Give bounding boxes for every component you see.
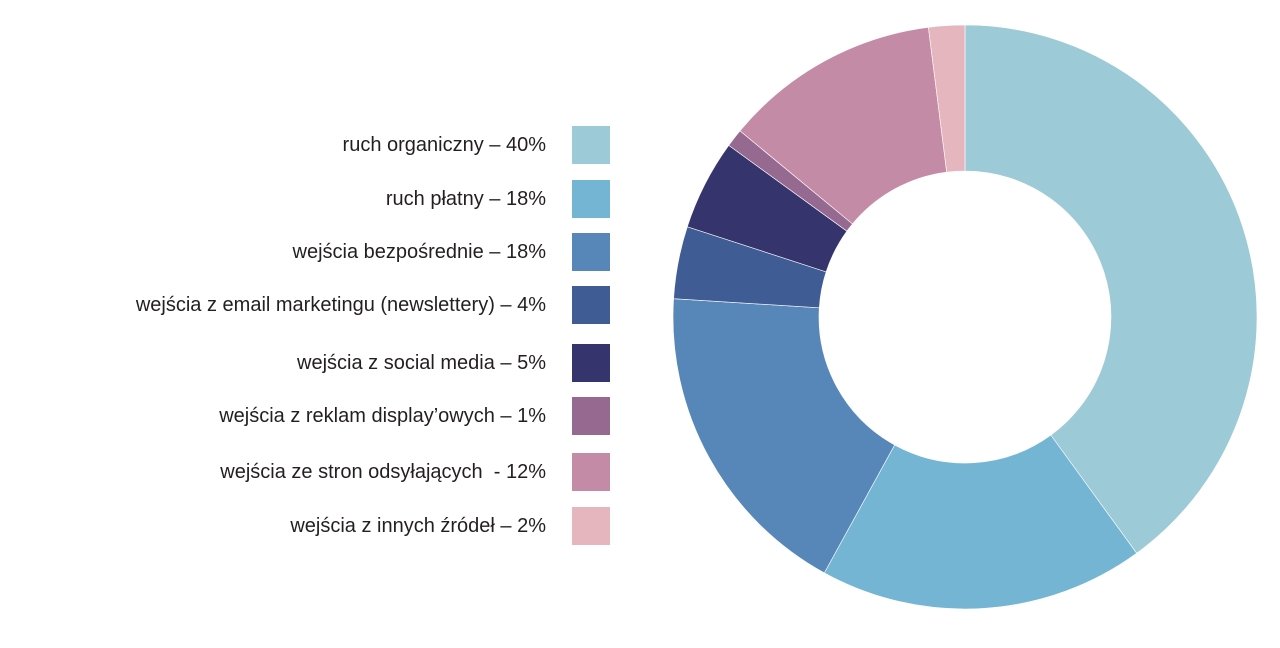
legend-swatch [572,507,610,545]
donut-slice-1 [964,24,1258,554]
legend-item-ruch-organiczny: ruch organiczny – 40% [0,125,612,165]
donut-slice-3 [672,298,896,574]
legend-item-wejscia-bezposrednie: wejścia bezpośrednie – 18% [0,232,612,272]
legend-swatch [572,344,610,382]
legend-label: wejścia z innych źródeł – 2% [290,515,546,537]
legend-swatch [572,397,610,435]
legend-label: ruch organiczny – 40% [342,134,546,156]
legend-swatch [572,126,610,164]
legend-item-email-marketing: wejścia z email marketingu (newslettery)… [0,285,612,325]
legend-label: wejścia z email marketingu (newslettery)… [135,294,546,316]
chart-legend: ruch organiczny – 40% ruch płatny – 18% … [0,0,620,648]
legend-item-social-media: wejścia z social media – 5% [0,343,612,383]
legend-item-ruch-platny: ruch płatny – 18% [0,179,612,219]
legend-item-reklamy-display: wejścia z reklam display’owych – 1% [0,396,612,436]
legend-label: wejścia bezpośrednie – 18% [292,241,547,263]
legend-swatch [572,180,610,218]
donut-slice-2 [823,434,1138,610]
legend-item-strony-odsylajace: wejścia ze stron odsyłających - 12% [0,452,612,492]
legend-label: wejścia z social media – 5% [297,352,546,374]
legend-label: ruch płatny – 18% [385,188,546,210]
legend-item-inne-zrodla: wejścia z innych źródeł – 2% [0,506,612,546]
legend-swatch [572,453,610,491]
donut-slice-8 [928,24,966,173]
legend-swatch [572,286,610,324]
donut-slice-7 [739,26,948,225]
legend-label: wejścia ze stron odsyłających - 12% [220,461,546,483]
legend-label: wejścia z reklam display’owych – 1% [219,405,546,427]
legend-swatch [572,233,610,271]
